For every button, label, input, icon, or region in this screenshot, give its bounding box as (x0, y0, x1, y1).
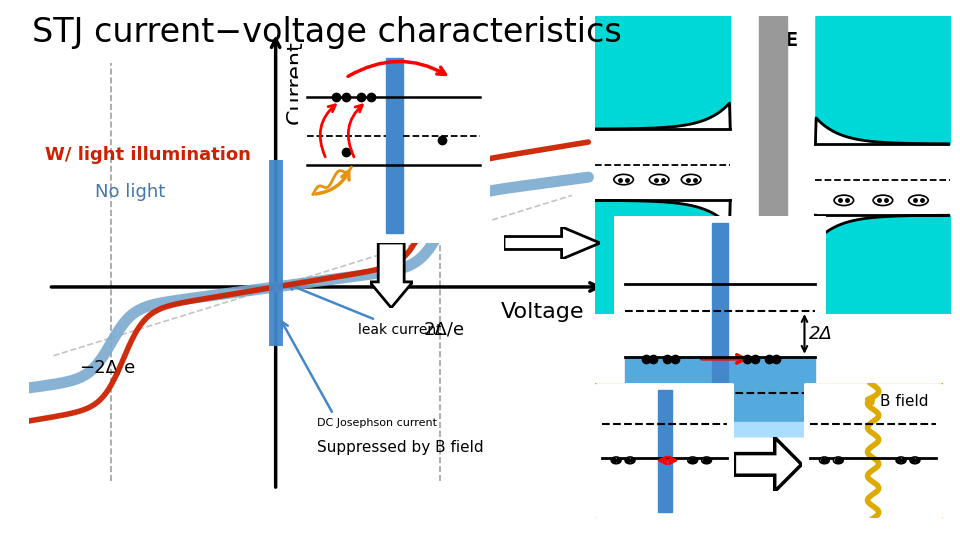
Polygon shape (734, 437, 802, 491)
Ellipse shape (625, 457, 635, 464)
Bar (658, 390, 672, 512)
Ellipse shape (702, 457, 711, 464)
Ellipse shape (874, 195, 893, 206)
Bar (711, 223, 729, 436)
Text: STJ current−voltage characteristics: STJ current−voltage characteristics (32, 16, 621, 49)
FancyBboxPatch shape (292, 43, 495, 249)
Ellipse shape (613, 174, 634, 185)
Text: DC Josephson current: DC Josephson current (317, 418, 437, 429)
Text: W/ light illumination: W/ light illumination (45, 146, 252, 165)
Text: −2Δ/e: −2Δ/e (79, 359, 135, 376)
Ellipse shape (687, 457, 698, 464)
Ellipse shape (649, 174, 669, 185)
Ellipse shape (909, 195, 928, 206)
Text: 2Δ: 2Δ (808, 325, 832, 343)
Polygon shape (504, 227, 600, 259)
FancyBboxPatch shape (608, 209, 832, 450)
FancyArrowPatch shape (348, 105, 362, 157)
Ellipse shape (820, 457, 829, 464)
Polygon shape (370, 243, 413, 308)
Text: leak current: leak current (287, 284, 442, 336)
Ellipse shape (910, 457, 920, 464)
FancyArrowPatch shape (348, 62, 445, 76)
Text: B field: B field (880, 394, 928, 409)
Ellipse shape (896, 457, 906, 464)
FancyArrowPatch shape (316, 171, 349, 194)
FancyBboxPatch shape (801, 381, 946, 521)
FancyBboxPatch shape (592, 381, 737, 521)
Text: 2Δ/e: 2Δ/e (423, 321, 465, 339)
Bar (386, 58, 403, 233)
Ellipse shape (682, 174, 701, 185)
Text: No light: No light (95, 183, 165, 201)
Ellipse shape (612, 457, 621, 464)
Text: E: E (784, 31, 797, 50)
Text: Voltage: Voltage (501, 302, 585, 322)
Ellipse shape (833, 457, 843, 464)
Ellipse shape (834, 195, 853, 206)
Bar (625, 356, 815, 436)
Bar (758, 16, 787, 313)
Bar (625, 422, 815, 436)
Text: Suppressed by B field: Suppressed by B field (317, 440, 484, 455)
Text: Current: Current (285, 40, 305, 124)
FancyArrowPatch shape (321, 105, 335, 157)
